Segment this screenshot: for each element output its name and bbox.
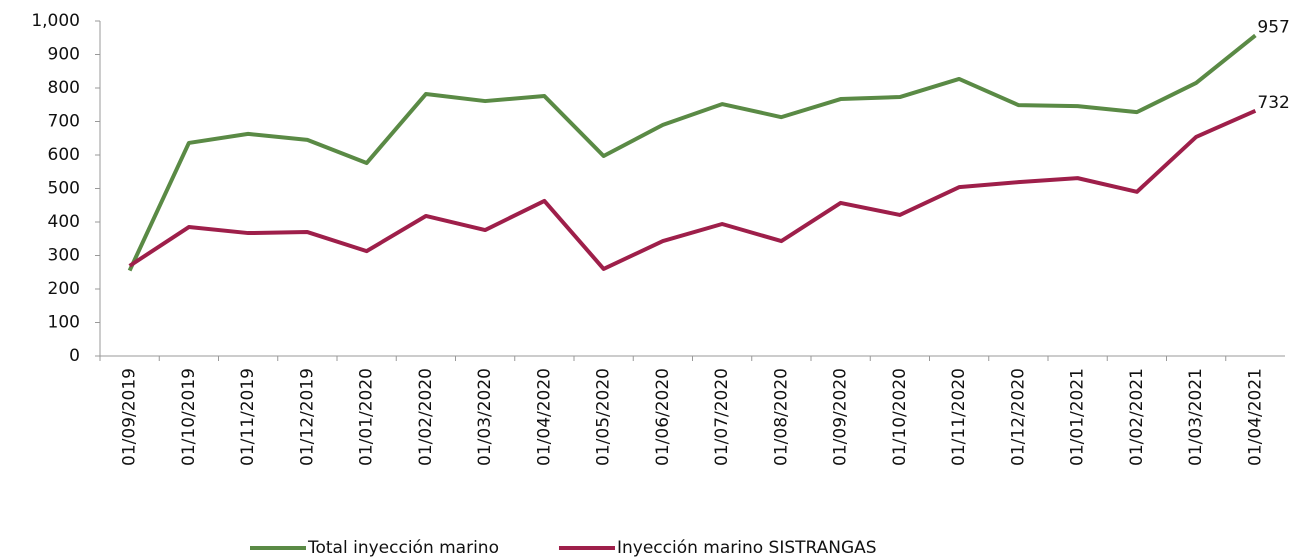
y-tick-label: 900 bbox=[48, 45, 80, 65]
series-line bbox=[128, 108, 1257, 271]
y-tick-label: 600 bbox=[48, 145, 80, 165]
x-tick-label: 01/12/2019 bbox=[297, 368, 317, 466]
x-tick-label: 01/03/2021 bbox=[1186, 368, 1206, 466]
data-label: 957 bbox=[1257, 17, 1289, 37]
y-tick-label: 500 bbox=[48, 179, 80, 199]
x-tick-label: 01/11/2019 bbox=[238, 368, 258, 466]
legend-label: Total inyección marino bbox=[307, 538, 499, 558]
x-tick-label: 01/12/2020 bbox=[1008, 368, 1028, 466]
y-tick-label: 0 bbox=[69, 346, 80, 366]
y-tick-label: 100 bbox=[48, 313, 80, 333]
x-tick-label: 01/05/2020 bbox=[594, 368, 614, 466]
series-line bbox=[127, 33, 1257, 272]
x-tick-label: 01/07/2020 bbox=[712, 368, 732, 466]
y-tick-label: 200 bbox=[48, 279, 80, 299]
x-tick-label: 01/10/2020 bbox=[890, 368, 910, 466]
x-tick-label: 01/09/2019 bbox=[120, 368, 140, 466]
x-tick-label: 01/11/2020 bbox=[949, 368, 969, 466]
data-label: 732 bbox=[1257, 93, 1289, 113]
x-tick-label: 01/08/2020 bbox=[771, 368, 791, 466]
x-tick-label: 01/04/2021 bbox=[1245, 368, 1265, 466]
x-tick-label: 01/02/2020 bbox=[416, 368, 436, 466]
y-tick-label: 700 bbox=[48, 112, 80, 132]
x-tick-label: 01/06/2020 bbox=[653, 368, 673, 466]
y-tick-label: 300 bbox=[48, 246, 80, 266]
x-tick-label: 01/03/2020 bbox=[475, 368, 495, 466]
y-tick-label: 800 bbox=[48, 78, 80, 98]
y-tick-label: 1,000 bbox=[31, 11, 80, 31]
y-tick-label: 400 bbox=[48, 212, 80, 232]
x-tick-label: 01/09/2020 bbox=[831, 368, 851, 466]
x-tick-label: 01/02/2021 bbox=[1127, 368, 1147, 466]
legend-label: Inyección marino SISTRANGAS bbox=[617, 538, 877, 558]
x-tick-label: 01/04/2020 bbox=[534, 368, 554, 466]
x-tick-label: 01/10/2019 bbox=[179, 368, 199, 466]
x-tick-label: 01/01/2020 bbox=[357, 368, 377, 466]
x-tick-label: 01/01/2021 bbox=[1068, 368, 1088, 466]
